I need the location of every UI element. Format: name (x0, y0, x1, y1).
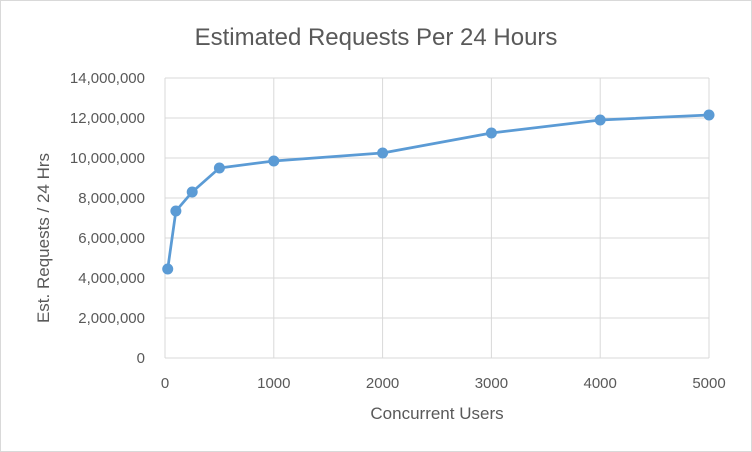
x-tick-label: 4000 (584, 375, 617, 392)
y-tick-label: 6,000,000 (78, 230, 145, 247)
x-tick-label: 3000 (475, 375, 508, 392)
chart-title: Estimated Requests Per 24 Hours (195, 24, 558, 51)
x-tick-label: 0 (161, 375, 169, 392)
y-axis-label: Est. Requests / 24 Hrs (34, 153, 53, 323)
data-point (377, 147, 389, 159)
data-point (213, 162, 225, 174)
y-tick-label: 4,000,000 (78, 270, 145, 287)
series-line (166, 113, 710, 270)
data-point (594, 114, 606, 126)
data-points (162, 109, 715, 275)
data-point (186, 186, 198, 198)
y-tick-label: 10,000,000 (70, 150, 145, 167)
x-tick-labels: 0 1000 2000 3000 4000 5000 (161, 375, 726, 392)
data-point (703, 109, 715, 121)
x-tick-label: 5000 (692, 375, 725, 392)
x-axis-label: Concurrent Users (370, 404, 503, 423)
data-point (268, 155, 280, 167)
data-point (162, 263, 174, 275)
x-tick-label: 2000 (366, 375, 399, 392)
y-tick-label: 8,000,000 (78, 190, 145, 207)
data-point (485, 127, 497, 139)
y-tick-label: 0 (137, 350, 145, 367)
data-point (170, 205, 182, 217)
y-tick-label: 14,000,000 (70, 70, 145, 87)
y-tick-label: 12,000,000 (70, 110, 145, 127)
x-tick-label: 1000 (257, 375, 290, 392)
y-tick-labels: 0 2,000,000 4,000,000 6,000,000 8,000,000 10,… (70, 70, 145, 367)
y-tick-label: 2,000,000 (78, 310, 145, 327)
